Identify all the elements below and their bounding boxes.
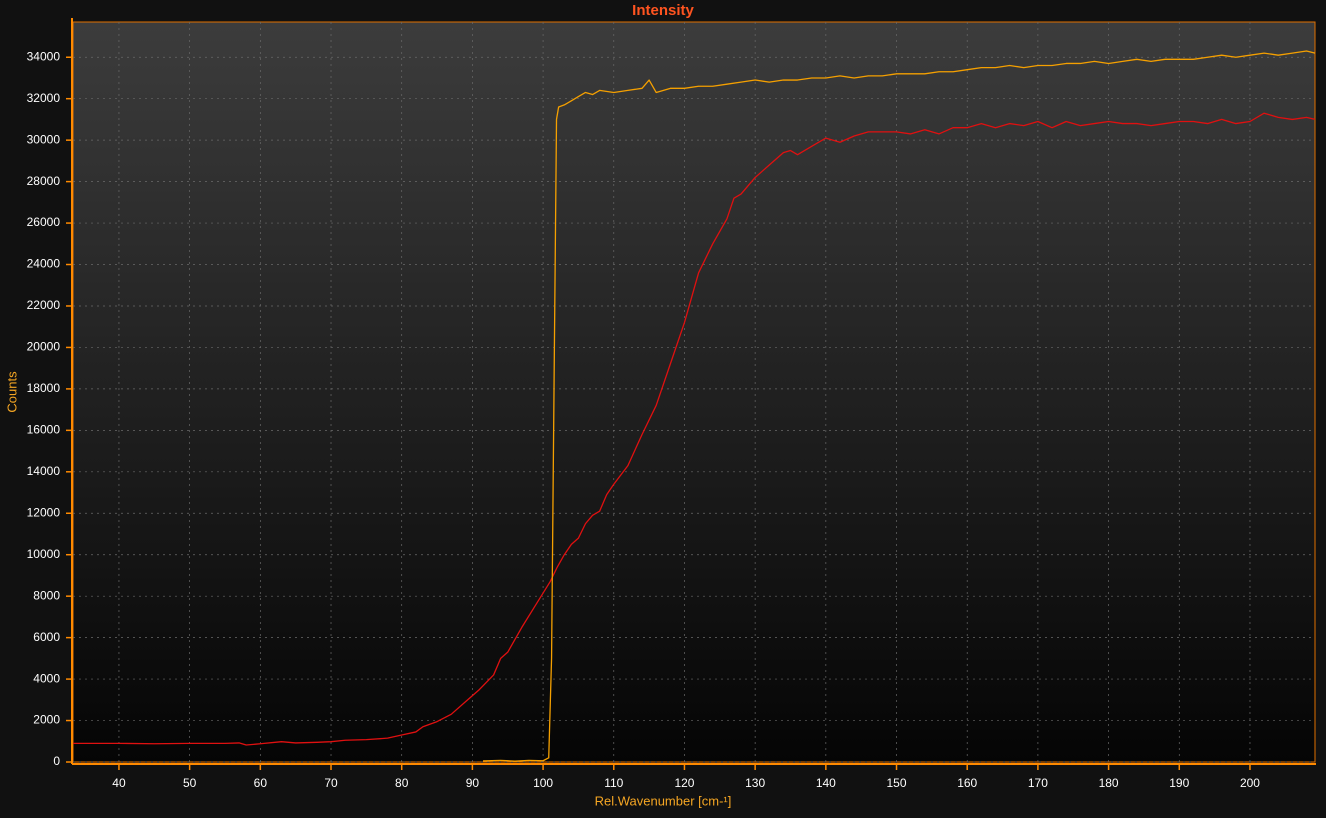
y-tick-label: 16000 [27, 423, 61, 437]
y-tick-label: 8000 [33, 588, 60, 602]
x-tick-label: 80 [395, 776, 409, 790]
series [73, 50, 1316, 762]
x-tick-label: 130 [745, 776, 765, 790]
y-tick-label: 34000 [27, 49, 61, 63]
x-tick-label: 70 [324, 776, 338, 790]
plot-area [72, 21, 1316, 763]
x-tick-label: 170 [1028, 776, 1048, 790]
y-tick-label: 4000 [33, 671, 60, 685]
x-tick-label: 40 [112, 776, 126, 790]
x-axis-title: Rel.Wavenumber [cm-¹] [595, 793, 732, 808]
y-tick-label: 26000 [27, 215, 61, 229]
y-tick-label: 22000 [27, 298, 61, 312]
y-tick-label: 20000 [27, 340, 61, 354]
y-tick-label: 2000 [33, 713, 60, 727]
x-tick-label: 50 [183, 776, 197, 790]
x-tick-label: 60 [254, 776, 268, 790]
x-tick-label: 140 [816, 776, 836, 790]
y-tick-label: 28000 [27, 174, 61, 188]
y-tick-label: 24000 [27, 257, 61, 271]
x-tick-label: 110 [604, 776, 623, 790]
series-line [482, 50, 1316, 762]
x-tick-label: 160 [957, 776, 977, 790]
y-tick-label: 14000 [27, 464, 61, 478]
y-tick-label: 18000 [27, 381, 61, 395]
y-axis-title: Counts [4, 371, 19, 413]
x-tick-label: 190 [1169, 776, 1189, 790]
y-tick-label: 0 [53, 754, 60, 768]
y-tick-label: 32000 [27, 91, 61, 105]
x-tick-label: 120 [674, 776, 694, 790]
x-tick-label: 90 [466, 776, 480, 790]
x-tick-label: 150 [887, 776, 907, 790]
x-tick-label: 180 [1099, 776, 1119, 790]
x-tick-label: 200 [1240, 776, 1260, 790]
y-tick-label: 30000 [27, 132, 61, 146]
y-tick-label: 10000 [27, 547, 61, 561]
y-tick-label: 12000 [27, 505, 61, 519]
series-line [73, 112, 1316, 746]
chart-title: Intensity [632, 2, 694, 19]
y-tick-label: 6000 [33, 630, 60, 644]
x-tick-label: 100 [533, 776, 553, 790]
